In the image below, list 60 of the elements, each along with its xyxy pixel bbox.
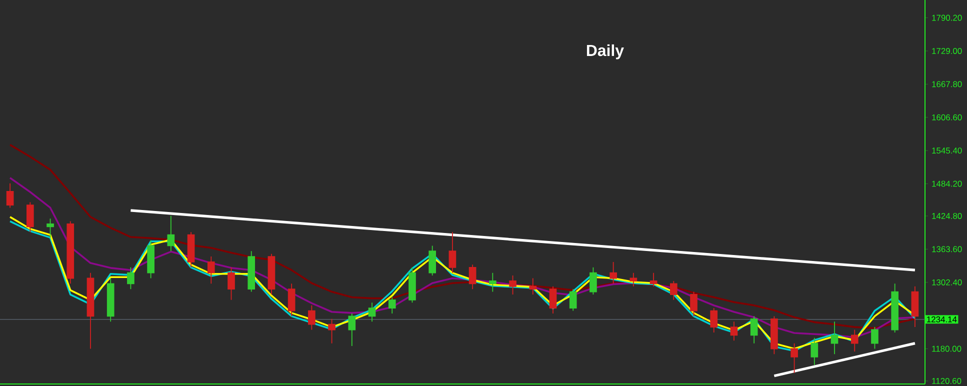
- candlestick: [46, 218, 54, 238]
- ref-line-label: 1234.14: [927, 316, 957, 322]
- candlestick: [368, 302, 376, 322]
- candlestick: [187, 232, 195, 268]
- candlestick: [308, 304, 316, 330]
- candlestick: [569, 288, 577, 312]
- candlestick: [328, 318, 336, 344]
- candlestick: [770, 316, 778, 355]
- y-tick-label: 1302.40: [932, 279, 962, 286]
- candlestick: [428, 245, 436, 276]
- candlestick: [590, 266, 597, 295]
- candlestick: [106, 278, 114, 322]
- candlestick: [228, 266, 235, 300]
- y-tick-label: 1729.00: [932, 48, 962, 54]
- candlestick: [610, 262, 617, 284]
- candlestick: [86, 272, 94, 350]
- candlestick: [6, 182, 14, 208]
- text: Daily: [586, 44, 624, 60]
- candlestick: [549, 286, 557, 314]
- candlestick: [710, 308, 718, 333]
- candlestick: [830, 321, 838, 355]
- candlestick: [127, 266, 134, 290]
- y-tick-label: 1424.80: [932, 212, 962, 219]
- candlestick: [529, 278, 537, 295]
- candlestick: [288, 283, 296, 317]
- candlestick: [147, 240, 154, 279]
- candlestick: [730, 321, 738, 342]
- y-tick-label: 1606.60: [932, 114, 962, 120]
- candlestick: [408, 266, 416, 304]
- candlestick: [468, 264, 476, 290]
- y-tick-label: 1545.40: [932, 148, 962, 154]
- y-tick-label: 1363.60: [932, 246, 962, 252]
- candlestick: [448, 232, 456, 274]
- y-tick-label: 1120.60: [932, 378, 962, 384]
- candlestick: [388, 296, 396, 314]
- y-tick-label: 1667.80: [932, 81, 962, 88]
- candlestick: [911, 286, 919, 328]
- candlestick: [509, 275, 516, 295]
- y-tick-label: 1180.00: [932, 346, 962, 352]
- candlestick: [348, 313, 356, 346]
- candlestick: [167, 215, 175, 252]
- candlestick: [248, 250, 256, 292]
- candlestick: [66, 220, 74, 284]
- candlestick: [489, 272, 496, 292]
- candlestick: [690, 291, 698, 317]
- line-series: [9, 144, 916, 330]
- candlestick: [891, 283, 899, 333]
- candlestick: [207, 256, 215, 284]
- candlestick: [26, 202, 34, 233]
- y-tick-label: 1484.20: [932, 180, 962, 187]
- candlestick: [268, 253, 276, 295]
- candlestick: [850, 329, 858, 352]
- candlestick: [650, 272, 658, 287]
- candlestick: [810, 337, 818, 366]
- y-tick-label: 1790.20: [932, 14, 962, 21]
- candlestick: [630, 272, 638, 287]
- candlestick: [790, 342, 798, 374]
- candlestick: [871, 326, 878, 350]
- candlestick: [670, 280, 678, 300]
- candlestick: [750, 316, 758, 344]
